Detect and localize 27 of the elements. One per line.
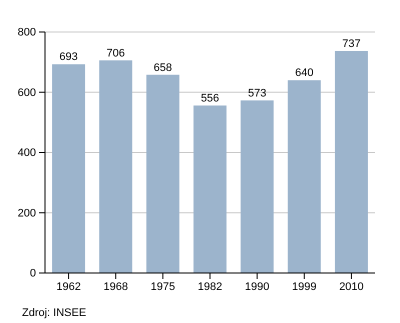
x-tick-label: 2010	[339, 280, 364, 293]
x-tick-label: 1962	[56, 280, 81, 293]
bar	[240, 100, 274, 273]
data-label: 556	[200, 92, 220, 105]
bar	[52, 64, 86, 273]
data-label: 737	[342, 38, 361, 50]
y-tick-label: 0	[30, 268, 36, 280]
bar	[334, 50, 368, 273]
data-label: 573	[248, 87, 266, 100]
data-label: 693	[59, 51, 78, 64]
y-tick-label: 400	[18, 147, 36, 160]
data-label: 658	[154, 62, 172, 74]
y-tick-label: 600	[18, 86, 36, 99]
bar	[288, 80, 321, 273]
bar	[146, 74, 180, 273]
x-tick-label: 1999	[292, 280, 317, 293]
data-label: 640	[295, 67, 314, 80]
y-tick-label: 200	[18, 207, 36, 220]
y-tick-label: 800	[18, 26, 36, 39]
bar	[99, 60, 132, 273]
data-label: 706	[106, 47, 125, 60]
x-tick-label: 1990	[244, 280, 270, 293]
text: Zdroj: INSEE	[22, 307, 86, 319]
x-tick-label: 1968	[103, 280, 128, 293]
x-tick-label: 1982	[198, 280, 222, 293]
bar	[194, 106, 226, 273]
x-tick-label: 1975	[150, 280, 176, 293]
